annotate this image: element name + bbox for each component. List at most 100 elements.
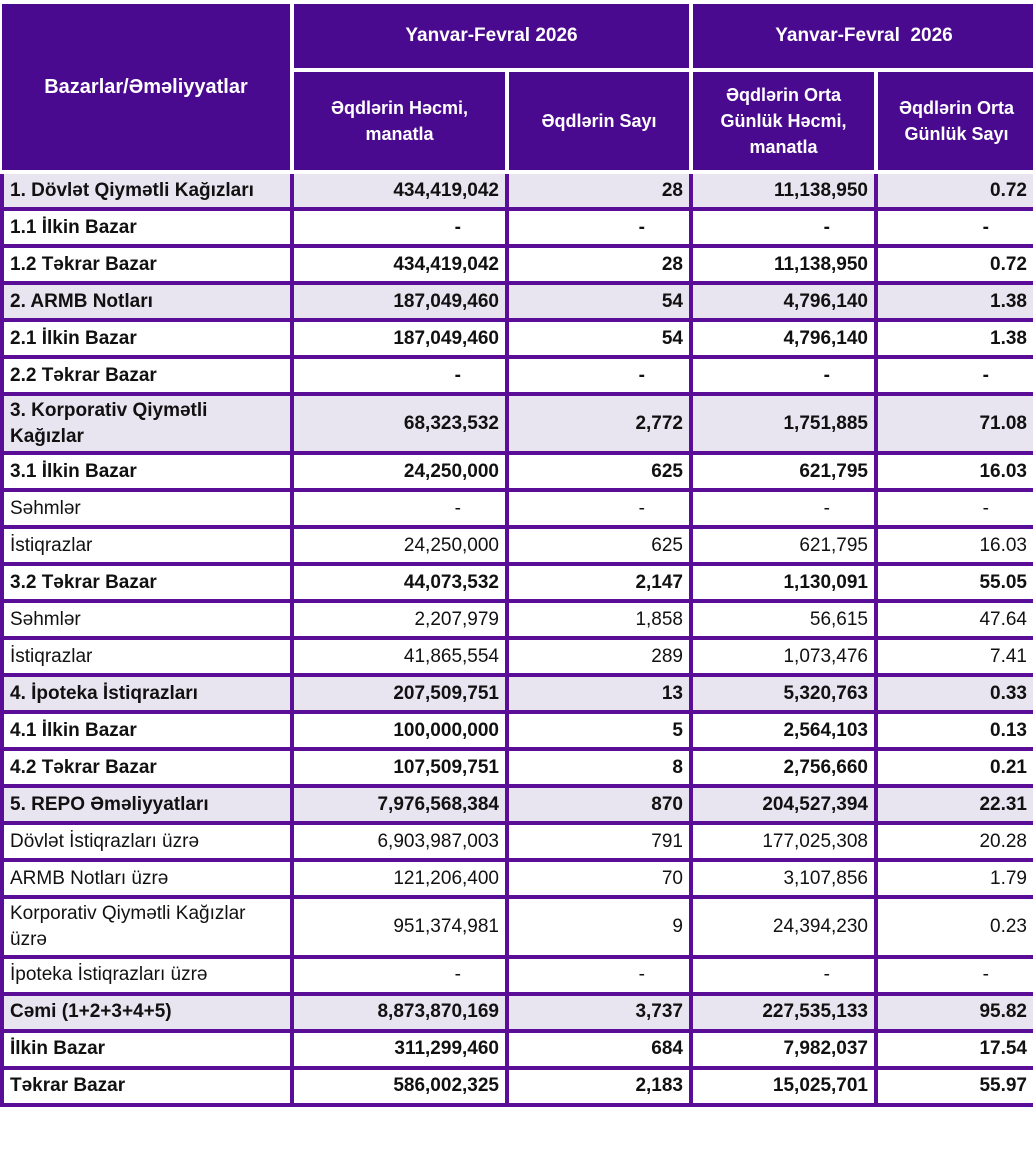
value-cell: 1,073,476 — [689, 636, 878, 678]
table-row: İstiqrazlar 24,250,000 625 621,795 16.03 — [0, 525, 1033, 567]
value-cell: 621,795 — [689, 525, 878, 567]
value-cell: 28 — [505, 244, 693, 285]
row-label: 3. Korporativ Qiymətli Kağızlar — [0, 391, 294, 456]
table-row: İstiqrazlar 41,865,554 289 1,073,476 7.41 — [0, 636, 1033, 678]
row-label: 2.2 Təkrar Bazar — [0, 355, 294, 396]
value-cell: 100,000,000 — [290, 710, 509, 752]
value-cell: 1.38 — [874, 318, 1033, 359]
value-cell: 1,130,091 — [689, 562, 878, 604]
row-label: 4. İpoteka İstiqrazları — [0, 673, 294, 715]
row-label: 2.1 İlkin Bazar — [0, 318, 294, 359]
value-cell: - — [874, 355, 1033, 396]
row-label: 4.2 Təkrar Bazar — [0, 747, 294, 789]
column-header-volume: Əqdlərin Həcmi, manatla — [290, 68, 509, 174]
value-cell: 791 — [505, 821, 693, 863]
value-cell: 54 — [505, 281, 693, 322]
table-row: 3. Korporativ Qiymətli Kağızlar 68,323,53… — [0, 391, 1033, 456]
value-cell: 2,147 — [505, 562, 693, 604]
value-cell: 71.08 — [874, 391, 1033, 456]
value-cell: - — [505, 207, 693, 248]
row-label: Korporativ Qiymətli Kağızlar üzrə — [0, 895, 294, 959]
value-cell: 11,138,950 — [689, 244, 878, 285]
row-label: İlkin Bazar — [0, 1028, 294, 1070]
value-cell: - — [505, 488, 693, 530]
market-operations-report: Bazarlar/Əməliyyatlar Yanvar-Fevral 2026… — [0, 0, 1033, 1107]
value-cell: - — [874, 954, 1033, 996]
value-cell: 625 — [505, 451, 693, 493]
row-label: Səhmlər — [0, 599, 294, 641]
value-cell: 9 — [505, 895, 693, 959]
table-body: 1. Dövlət Qiymətli Kağızları 434,419,042 2… — [0, 170, 1033, 1107]
table-row: İpoteka İstiqrazları üzrə - - - - — [0, 954, 1033, 996]
row-label: Dövlət İstiqrazları üzrə — [0, 821, 294, 863]
value-cell: 107,509,751 — [290, 747, 509, 789]
value-cell: 7,976,568,384 — [290, 784, 509, 826]
value-cell: 55.97 — [874, 1065, 1033, 1107]
value-cell: 204,527,394 — [689, 784, 878, 826]
value-cell: 177,025,308 — [689, 821, 878, 863]
table-row: 1.2 Təkrar Bazar 434,419,042 28 11,138,950 0… — [0, 244, 1033, 285]
value-cell: 434,419,042 — [290, 170, 509, 211]
table-row: 1. Dövlət Qiymətli Kağızları 434,419,042 2… — [0, 170, 1033, 211]
table-row: Cəmi (1+2+3+4+5) 8,873,870,169 3,737 227,53… — [0, 991, 1033, 1033]
table-row: Səhmlər - - - - — [0, 488, 1033, 530]
row-label: İpoteka İstiqrazları üzrə — [0, 954, 294, 996]
value-cell: 22.31 — [874, 784, 1033, 826]
value-cell: - — [290, 355, 509, 396]
value-cell: 289 — [505, 636, 693, 678]
column-group-period-2: Yanvar-Fevral 2026 — [689, 0, 1033, 72]
value-cell: 4,796,140 — [689, 281, 878, 322]
value-cell: 11,138,950 — [689, 170, 878, 211]
value-cell: 16.03 — [874, 525, 1033, 567]
value-cell: 17.54 — [874, 1028, 1033, 1070]
value-cell: 55.05 — [874, 562, 1033, 604]
value-cell: - — [689, 207, 878, 248]
value-cell: 1,751,885 — [689, 391, 878, 456]
value-cell: 586,002,325 — [290, 1065, 509, 1107]
column-header-avg-daily-count: Əqdlərin Orta Günlük Sayı — [874, 68, 1033, 174]
row-label: 1.1 İlkin Bazar — [0, 207, 294, 248]
column-header-avg-daily-volume: Əqdlərin Orta Günlük Həcmi, manatla — [689, 68, 878, 174]
value-cell: 0.13 — [874, 710, 1033, 752]
row-label: Cəmi (1+2+3+4+5) — [0, 991, 294, 1033]
market-operations-table: Bazarlar/Əməliyyatlar Yanvar-Fevral 2026… — [0, 0, 1033, 1107]
value-cell: 434,419,042 — [290, 244, 509, 285]
table-row: İlkin Bazar 311,299,460 684 7,982,037 17.54 — [0, 1028, 1033, 1070]
value-cell: 121,206,400 — [290, 858, 509, 900]
table-row: Dövlət İstiqrazları üzrə 6,903,987,003 791… — [0, 821, 1033, 863]
value-cell: 870 — [505, 784, 693, 826]
value-cell: 24,250,000 — [290, 525, 509, 567]
row-label: 3.2 Təkrar Bazar — [0, 562, 294, 604]
table-row: Korporativ Qiymətli Kağızlar üzrə 951,374… — [0, 895, 1033, 959]
row-label: 3.1 İlkin Bazar — [0, 451, 294, 493]
row-label: 1.2 Təkrar Bazar — [0, 244, 294, 285]
table-row: 2.1 İlkin Bazar 187,049,460 54 4,796,140 1.3… — [0, 318, 1033, 359]
value-cell: 54 — [505, 318, 693, 359]
value-cell: 28 — [505, 170, 693, 211]
value-cell: 20.28 — [874, 821, 1033, 863]
table-row: 1.1 İlkin Bazar - - - - — [0, 207, 1033, 248]
value-cell: 0.33 — [874, 673, 1033, 715]
value-cell: 7.41 — [874, 636, 1033, 678]
table-header: Bazarlar/Əməliyyatlar Yanvar-Fevral 2026… — [2, 0, 1033, 174]
value-cell: 41,865,554 — [290, 636, 509, 678]
value-cell: 0.23 — [874, 895, 1033, 959]
value-cell: 207,509,751 — [290, 673, 509, 715]
value-cell: 187,049,460 — [290, 318, 509, 359]
value-cell: - — [290, 954, 509, 996]
column-header-count: Əqdlərin Sayı — [505, 68, 693, 174]
table-row: Təkrar Bazar 586,002,325 2,183 15,025,701 55… — [0, 1065, 1033, 1107]
value-cell: 3,107,856 — [689, 858, 878, 900]
value-cell: - — [874, 207, 1033, 248]
value-cell: 0.21 — [874, 747, 1033, 789]
table-row: 2.2 Təkrar Bazar - - - - — [0, 355, 1033, 396]
value-cell: 7,982,037 — [689, 1028, 878, 1070]
value-cell: 1,858 — [505, 599, 693, 641]
value-cell: 0.72 — [874, 170, 1033, 211]
row-label: Səhmlər — [0, 488, 294, 530]
value-cell: 5,320,763 — [689, 673, 878, 715]
table-row: ARMB Notları üzrə 121,206,400 70 3,107,856 1… — [0, 858, 1033, 900]
value-cell: 2,756,660 — [689, 747, 878, 789]
value-cell: 625 — [505, 525, 693, 567]
table-row: 5. REPO Əməliyyatları 7,976,568,384 870 204… — [0, 784, 1033, 826]
